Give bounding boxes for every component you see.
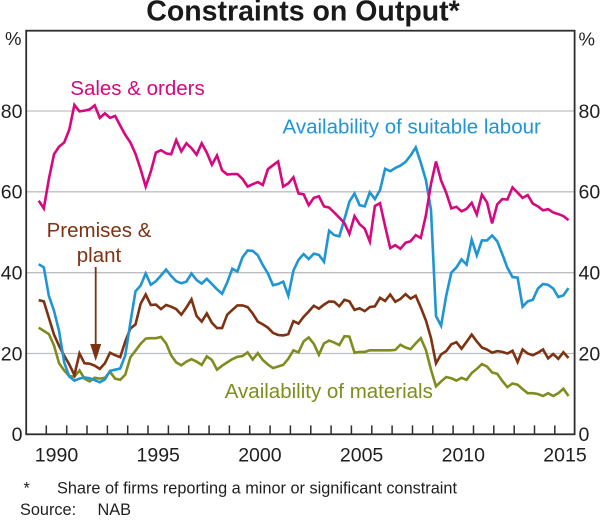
svg-text:Constraints on Output*: Constraints on Output* <box>146 0 460 28</box>
svg-text:Source:: Source: <box>20 501 76 517</box>
svg-text:1995: 1995 <box>137 445 181 467</box>
svg-text:Share of firms reporting a min: Share of firms reporting a minor or sign… <box>57 480 457 498</box>
svg-text:2010: 2010 <box>442 445 486 467</box>
svg-text:60: 60 <box>1 182 23 204</box>
svg-text:Availability of materials: Availability of materials <box>225 380 433 403</box>
svg-text:80: 80 <box>1 101 23 123</box>
svg-text:%: % <box>5 28 21 49</box>
svg-text:2015: 2015 <box>543 445 587 467</box>
svg-text:*: * <box>24 480 31 498</box>
svg-text:20: 20 <box>579 343 600 365</box>
svg-text:60: 60 <box>579 182 600 204</box>
svg-text:2000: 2000 <box>238 445 282 467</box>
svg-text:%: % <box>579 29 595 50</box>
svg-text:1990: 1990 <box>35 445 79 467</box>
svg-text:0: 0 <box>579 424 590 446</box>
svg-text:plant: plant <box>77 244 122 267</box>
svg-text:40: 40 <box>579 263 600 285</box>
svg-text:2005: 2005 <box>340 445 384 467</box>
svg-text:20: 20 <box>1 343 23 365</box>
svg-text:40: 40 <box>1 263 23 285</box>
svg-text:Premises &: Premises & <box>47 219 152 242</box>
svg-text:Availability of suitable labou: Availability of suitable labour <box>283 116 541 139</box>
svg-text:Sales & orders: Sales & orders <box>70 77 204 100</box>
svg-text:NAB: NAB <box>98 501 131 517</box>
svg-text:80: 80 <box>579 101 600 123</box>
svg-text:0: 0 <box>12 424 23 446</box>
